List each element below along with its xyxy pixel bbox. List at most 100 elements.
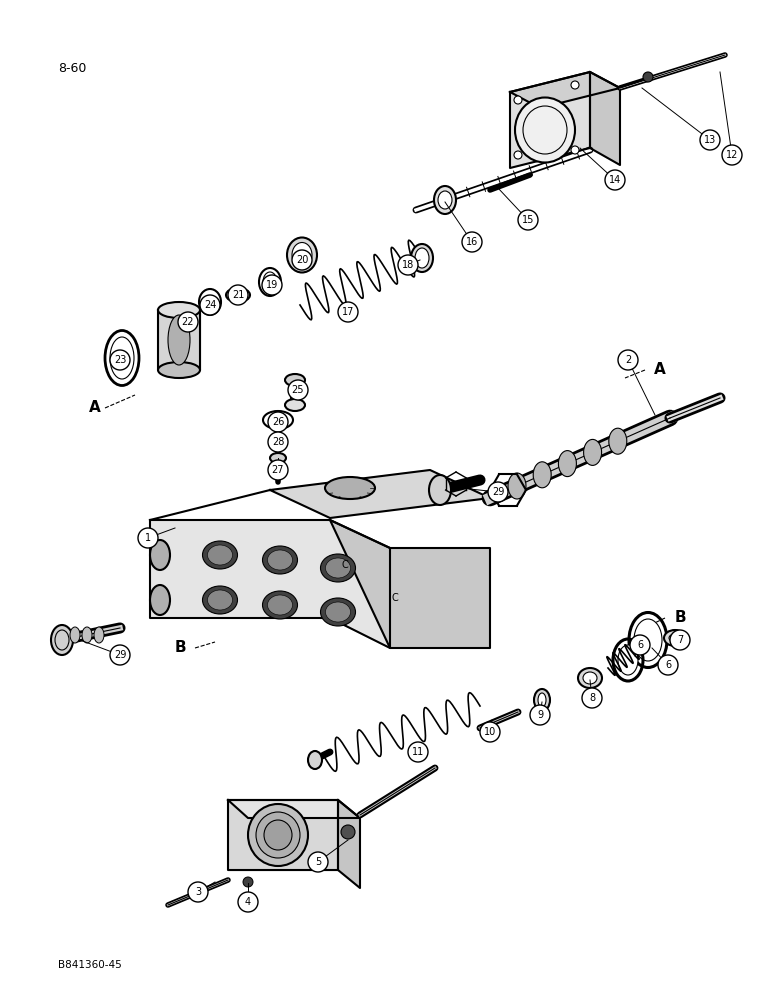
Text: B: B <box>674 610 686 626</box>
Ellipse shape <box>262 591 297 619</box>
Ellipse shape <box>308 751 322 769</box>
Polygon shape <box>228 800 338 870</box>
Text: 11: 11 <box>412 747 424 757</box>
Polygon shape <box>150 520 390 648</box>
Ellipse shape <box>515 98 575 162</box>
Ellipse shape <box>202 586 238 614</box>
Text: 8-60: 8-60 <box>58 62 86 75</box>
Polygon shape <box>228 800 360 818</box>
Ellipse shape <box>325 477 375 499</box>
Polygon shape <box>270 470 490 518</box>
Circle shape <box>243 877 253 887</box>
Ellipse shape <box>609 428 627 454</box>
Ellipse shape <box>285 399 305 411</box>
Text: 27: 27 <box>272 465 284 475</box>
Polygon shape <box>510 72 590 168</box>
Text: 17: 17 <box>342 307 354 317</box>
Text: 15: 15 <box>522 215 534 225</box>
Circle shape <box>700 130 720 150</box>
Ellipse shape <box>208 590 232 610</box>
Ellipse shape <box>263 272 277 292</box>
Ellipse shape <box>248 804 308 866</box>
Text: C: C <box>391 593 398 603</box>
Text: B: B <box>174 641 186 656</box>
Text: 7: 7 <box>677 635 683 645</box>
Ellipse shape <box>94 627 104 643</box>
Circle shape <box>178 312 198 332</box>
Ellipse shape <box>70 627 80 643</box>
Ellipse shape <box>533 462 551 488</box>
Text: 5: 5 <box>315 857 321 867</box>
Ellipse shape <box>326 602 350 622</box>
Circle shape <box>582 688 602 708</box>
Text: 6: 6 <box>665 660 671 670</box>
Text: 19: 19 <box>266 280 278 290</box>
Circle shape <box>338 302 358 322</box>
Ellipse shape <box>287 237 317 272</box>
Text: 4: 4 <box>245 897 251 907</box>
Ellipse shape <box>202 541 238 569</box>
Text: 22: 22 <box>181 317 195 327</box>
Ellipse shape <box>669 634 681 642</box>
Text: 20: 20 <box>296 255 308 265</box>
Text: 9: 9 <box>537 710 543 720</box>
Circle shape <box>514 151 522 159</box>
Circle shape <box>200 295 220 315</box>
Circle shape <box>228 285 248 305</box>
Circle shape <box>308 852 328 872</box>
Circle shape <box>262 275 282 295</box>
Circle shape <box>518 210 538 230</box>
Text: 21: 21 <box>232 290 244 300</box>
Circle shape <box>618 350 638 370</box>
Ellipse shape <box>538 693 546 707</box>
Polygon shape <box>330 520 490 648</box>
Text: 8: 8 <box>589 693 595 703</box>
Ellipse shape <box>320 598 355 626</box>
Circle shape <box>722 145 742 165</box>
Ellipse shape <box>584 439 601 465</box>
Ellipse shape <box>415 248 429 268</box>
Ellipse shape <box>82 627 92 643</box>
Ellipse shape <box>320 554 355 582</box>
Circle shape <box>670 630 690 650</box>
Text: 24: 24 <box>204 300 216 310</box>
Ellipse shape <box>438 191 452 209</box>
Circle shape <box>188 882 208 902</box>
Circle shape <box>643 72 653 82</box>
Text: 6: 6 <box>637 640 643 650</box>
Ellipse shape <box>262 546 297 574</box>
Circle shape <box>630 635 650 655</box>
Polygon shape <box>338 800 360 888</box>
Circle shape <box>408 742 428 762</box>
Text: 26: 26 <box>272 417 284 427</box>
Circle shape <box>110 350 130 370</box>
Circle shape <box>605 170 625 190</box>
Text: 16: 16 <box>466 237 478 247</box>
Text: 3: 3 <box>195 887 201 897</box>
Ellipse shape <box>534 689 550 711</box>
Text: 2: 2 <box>625 355 631 365</box>
Circle shape <box>288 380 308 400</box>
Ellipse shape <box>226 288 250 302</box>
Ellipse shape <box>110 337 134 379</box>
Circle shape <box>292 250 312 270</box>
Ellipse shape <box>285 374 305 386</box>
Circle shape <box>268 460 288 480</box>
Circle shape <box>341 825 355 839</box>
Circle shape <box>571 81 579 89</box>
Ellipse shape <box>634 619 662 661</box>
Ellipse shape <box>270 453 286 463</box>
Ellipse shape <box>411 244 433 272</box>
Ellipse shape <box>168 315 190 365</box>
Text: 29: 29 <box>113 650 126 660</box>
Circle shape <box>480 722 500 742</box>
Ellipse shape <box>264 820 292 850</box>
Circle shape <box>462 232 482 252</box>
Text: 10: 10 <box>484 727 496 737</box>
Ellipse shape <box>326 558 350 578</box>
Ellipse shape <box>256 812 300 858</box>
Circle shape <box>488 482 508 502</box>
Ellipse shape <box>664 630 686 646</box>
Circle shape <box>138 528 158 548</box>
Text: 12: 12 <box>726 150 738 160</box>
